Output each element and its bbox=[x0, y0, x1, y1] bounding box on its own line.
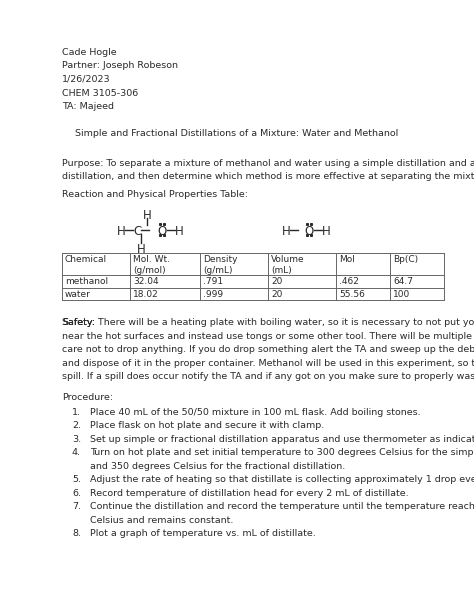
Text: CHEM 3105-306: CHEM 3105-306 bbox=[62, 88, 138, 97]
Text: Volume: Volume bbox=[271, 254, 305, 264]
Text: distillation, and then determine which method is more effective at separating th: distillation, and then determine which m… bbox=[62, 172, 474, 181]
Text: and 350 degrees Celsius for the fractional distillation.: and 350 degrees Celsius for the fraction… bbox=[90, 462, 345, 471]
Text: Place 40 mL of the 50/50 mixture in 100 mL flask. Add boiling stones.: Place 40 mL of the 50/50 mixture in 100 … bbox=[90, 408, 420, 417]
Text: Adjust the rate of heating so that distillate is collecting approximately 1 drop: Adjust the rate of heating so that disti… bbox=[90, 475, 474, 484]
Text: Set up simple or fractional distillation apparatus and use thermometer as indica: Set up simple or fractional distillation… bbox=[90, 435, 474, 444]
Text: 100: 100 bbox=[393, 289, 410, 299]
Text: Purpose: To separate a mixture of methanol and water using a simple distillation: Purpose: To separate a mixture of methan… bbox=[62, 159, 474, 168]
Text: Simple and Fractional Distillations of a Mixture: Water and Methanol: Simple and Fractional Distillations of a… bbox=[75, 129, 399, 138]
Text: Safety:: Safety: bbox=[62, 318, 95, 327]
Text: .791: .791 bbox=[203, 276, 223, 286]
Text: 32.04: 32.04 bbox=[133, 276, 159, 286]
Text: 64.7: 64.7 bbox=[393, 276, 413, 286]
Text: .462: .462 bbox=[339, 276, 359, 286]
Text: 20: 20 bbox=[271, 289, 283, 299]
Text: care not to drop anything. If you do drop something alert the TA and sweep up th: care not to drop anything. If you do dro… bbox=[62, 346, 474, 354]
Text: Turn on hot plate and set initial temperature to 300 degrees Celsius for the sim: Turn on hot plate and set initial temper… bbox=[90, 448, 474, 457]
Text: Procedure:: Procedure: bbox=[62, 393, 113, 402]
Text: Chemical: Chemical bbox=[65, 254, 107, 264]
Text: Reaction and Physical Properties Table:: Reaction and Physical Properties Table: bbox=[62, 190, 248, 199]
Text: 5.: 5. bbox=[72, 475, 81, 484]
Text: Safety: There will be a heating plate with boiling water, so it is necessary to : Safety: There will be a heating plate wi… bbox=[62, 318, 474, 327]
Text: Plot a graph of temperature vs. mL of distillate.: Plot a graph of temperature vs. mL of di… bbox=[90, 529, 316, 538]
Text: H: H bbox=[175, 224, 184, 238]
Text: water: water bbox=[65, 289, 91, 299]
Text: O: O bbox=[304, 224, 313, 238]
Text: Mol: Mol bbox=[339, 254, 355, 264]
Text: Cade Hogle: Cade Hogle bbox=[62, 48, 117, 57]
Text: 2.: 2. bbox=[72, 421, 81, 430]
Text: Density: Density bbox=[203, 254, 237, 264]
Text: and dispose of it in the proper container. Methanol will be used in this experim: and dispose of it in the proper containe… bbox=[62, 359, 474, 368]
Text: (g/mol): (g/mol) bbox=[133, 266, 165, 275]
Text: Place flask on hot plate and secure it with clamp.: Place flask on hot plate and secure it w… bbox=[90, 421, 324, 430]
Text: 1.: 1. bbox=[72, 408, 81, 417]
Text: 6.: 6. bbox=[72, 489, 81, 498]
Text: H: H bbox=[137, 243, 146, 256]
Text: (mL): (mL) bbox=[271, 266, 292, 275]
Text: Bp(C): Bp(C) bbox=[393, 254, 418, 264]
Text: 20: 20 bbox=[271, 276, 283, 286]
Text: 7.: 7. bbox=[72, 502, 81, 511]
Text: 1/26/2023: 1/26/2023 bbox=[62, 75, 110, 84]
Text: H: H bbox=[143, 208, 152, 221]
Text: Mol. Wt.: Mol. Wt. bbox=[133, 254, 170, 264]
Text: 55.56: 55.56 bbox=[339, 289, 365, 299]
Text: (g/mL): (g/mL) bbox=[203, 266, 233, 275]
Text: Record temperature of distillation head for every 2 mL of distillate.: Record temperature of distillation head … bbox=[90, 489, 409, 498]
Text: C: C bbox=[133, 224, 141, 238]
Text: O: O bbox=[157, 224, 166, 238]
Text: spill. If a spill does occur notify the TA and if any got on you make sure to pr: spill. If a spill does occur notify the … bbox=[62, 373, 474, 381]
Text: Partner: Joseph Robeson: Partner: Joseph Robeson bbox=[62, 61, 178, 70]
Text: H: H bbox=[322, 224, 331, 238]
Text: near the hot surfaces and instead use tongs or some other tool. There will be mu: near the hot surfaces and instead use to… bbox=[62, 332, 474, 341]
Text: H: H bbox=[282, 224, 291, 238]
Text: 8.: 8. bbox=[72, 529, 81, 538]
Text: Continue the distillation and record the temperature until the temperature reach: Continue the distillation and record the… bbox=[90, 502, 474, 511]
Text: methanol: methanol bbox=[65, 276, 108, 286]
Text: Celsius and remains constant.: Celsius and remains constant. bbox=[90, 516, 233, 525]
Text: Safety:: Safety: bbox=[62, 318, 95, 327]
Text: 3.: 3. bbox=[72, 435, 81, 444]
Text: TA: Majeed: TA: Majeed bbox=[62, 102, 114, 111]
Text: .999: .999 bbox=[203, 289, 223, 299]
Text: 4.: 4. bbox=[72, 448, 81, 457]
Text: 18.02: 18.02 bbox=[133, 289, 159, 299]
Text: H: H bbox=[117, 224, 126, 238]
